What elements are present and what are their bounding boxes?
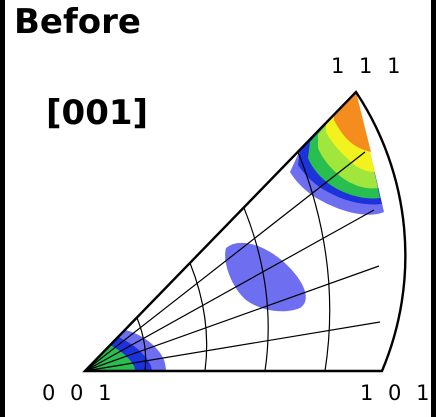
corner-label-001: 0 0 1 xyxy=(42,381,116,405)
panel-title: Before xyxy=(14,2,141,42)
contour-light-blue-center xyxy=(225,242,306,312)
radial-line xyxy=(84,321,381,372)
arc-line xyxy=(189,262,208,372)
arc-line xyxy=(243,207,269,372)
corner-label-111: 1 1 1 xyxy=(331,54,405,78)
intensity-contours xyxy=(85,92,384,371)
ipf-triangle-outline xyxy=(82,90,407,373)
right-border xyxy=(431,0,436,417)
radial-line xyxy=(84,265,380,372)
contour-orange-111 xyxy=(334,92,371,152)
arc-line xyxy=(136,317,147,372)
left-border xyxy=(0,0,5,417)
corner-label-101: 1 0 1 xyxy=(360,381,434,405)
grid-lines xyxy=(84,151,381,372)
direction-label: [001] xyxy=(46,93,149,133)
radial-line xyxy=(84,209,375,372)
radial-line xyxy=(84,151,366,372)
arc-line xyxy=(297,151,331,372)
